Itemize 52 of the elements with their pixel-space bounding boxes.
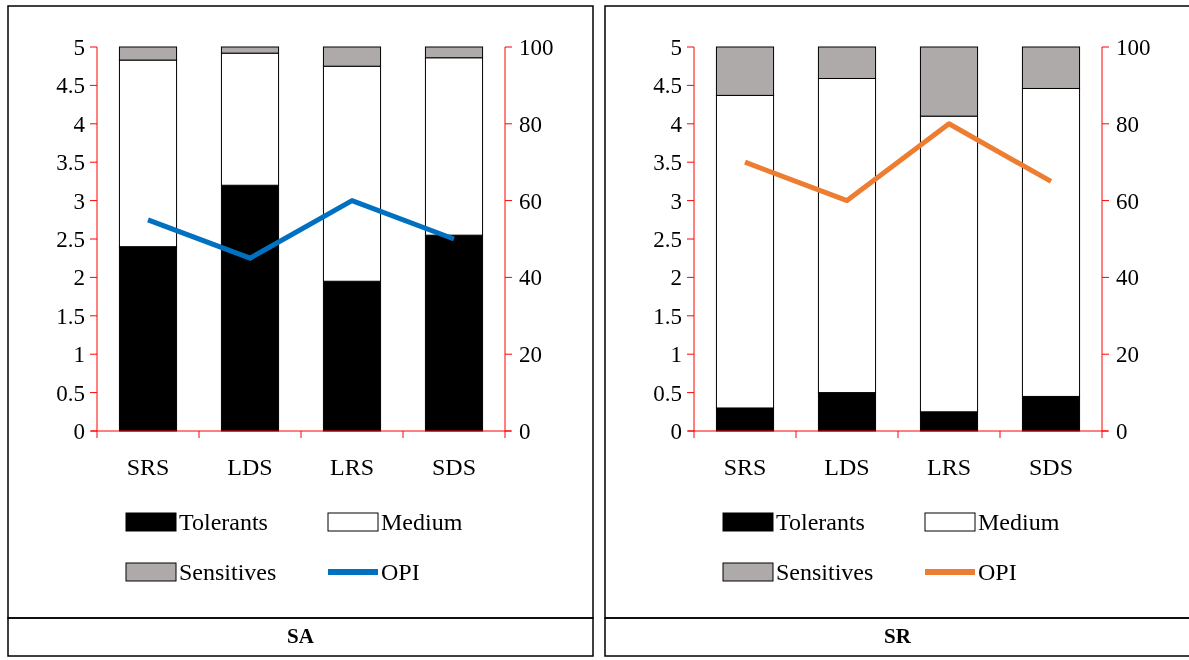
y2-tick-label: 20 xyxy=(1116,342,1139,368)
y2-tick-label: 60 xyxy=(519,188,542,214)
y2-tick-label: 100 xyxy=(1116,35,1151,61)
y2-tick-label: 0 xyxy=(1116,419,1128,445)
y-tick-label: 5 xyxy=(73,35,85,61)
legend-label: Medium xyxy=(978,509,1060,536)
y-tick-label: 5 xyxy=(670,35,682,61)
text: SR xyxy=(884,624,912,648)
y-tick-label: 0 xyxy=(73,419,85,445)
legend-label: Tolerants xyxy=(776,509,865,536)
y2-tick-label: 100 xyxy=(519,35,554,61)
x-tick-label: LDS xyxy=(227,454,273,480)
y-tick-label: 3.5 xyxy=(56,150,85,176)
legend-label: OPI xyxy=(978,559,1017,586)
y-tick-label: 4 xyxy=(73,111,86,137)
y-tick-label: 4.5 xyxy=(653,73,682,99)
y-tick-label: 0.5 xyxy=(653,380,682,406)
y-tick-label: 2 xyxy=(73,265,85,291)
y-tick-label: 2.5 xyxy=(56,227,85,253)
y2-tick-label: 20 xyxy=(519,342,542,368)
y2-tick-label: 80 xyxy=(519,111,542,137)
x-tick-label: SRS xyxy=(126,454,170,480)
y-tick-label: 0.5 xyxy=(56,380,85,406)
x-tick-label: LDS xyxy=(824,454,870,480)
x-tick-label: SDS xyxy=(1028,454,1074,480)
y2-tick-label: 0 xyxy=(519,419,531,445)
y2-tick-label: 40 xyxy=(519,265,542,291)
x-tick-label: SDS xyxy=(431,454,477,480)
y2-tick-label: 40 xyxy=(1116,265,1139,291)
y-tick-label: 4.5 xyxy=(56,73,85,99)
legend-label: Sensitives xyxy=(776,559,874,586)
x-tick-label: SRS xyxy=(723,454,767,480)
text: SA xyxy=(287,624,315,648)
y-tick-label: 4 xyxy=(670,111,683,137)
y-tick-label: 0 xyxy=(670,419,682,445)
y-tick-label: 1 xyxy=(670,342,682,368)
x-tick-label: LRS xyxy=(329,454,375,480)
y-tick-label: 2 xyxy=(670,265,682,291)
legend-label: Sensitives xyxy=(179,559,277,586)
y-tick-label: 3 xyxy=(670,188,682,214)
y-tick-label: 1.5 xyxy=(653,303,682,329)
legend-label: Tolerants xyxy=(179,509,268,536)
legend-label: OPI xyxy=(381,559,420,586)
x-tick-label: LRS xyxy=(926,454,972,480)
y-tick-label: 1.5 xyxy=(56,303,85,329)
y-tick-label: 2.5 xyxy=(653,227,682,253)
y2-tick-label: 60 xyxy=(1116,188,1139,214)
y-tick-label: 3 xyxy=(73,188,85,214)
legend-label: Medium xyxy=(381,509,463,536)
y-tick-label: 1 xyxy=(73,342,85,368)
y2-tick-label: 80 xyxy=(1116,111,1139,137)
y-tick-label: 3.5 xyxy=(653,150,682,176)
